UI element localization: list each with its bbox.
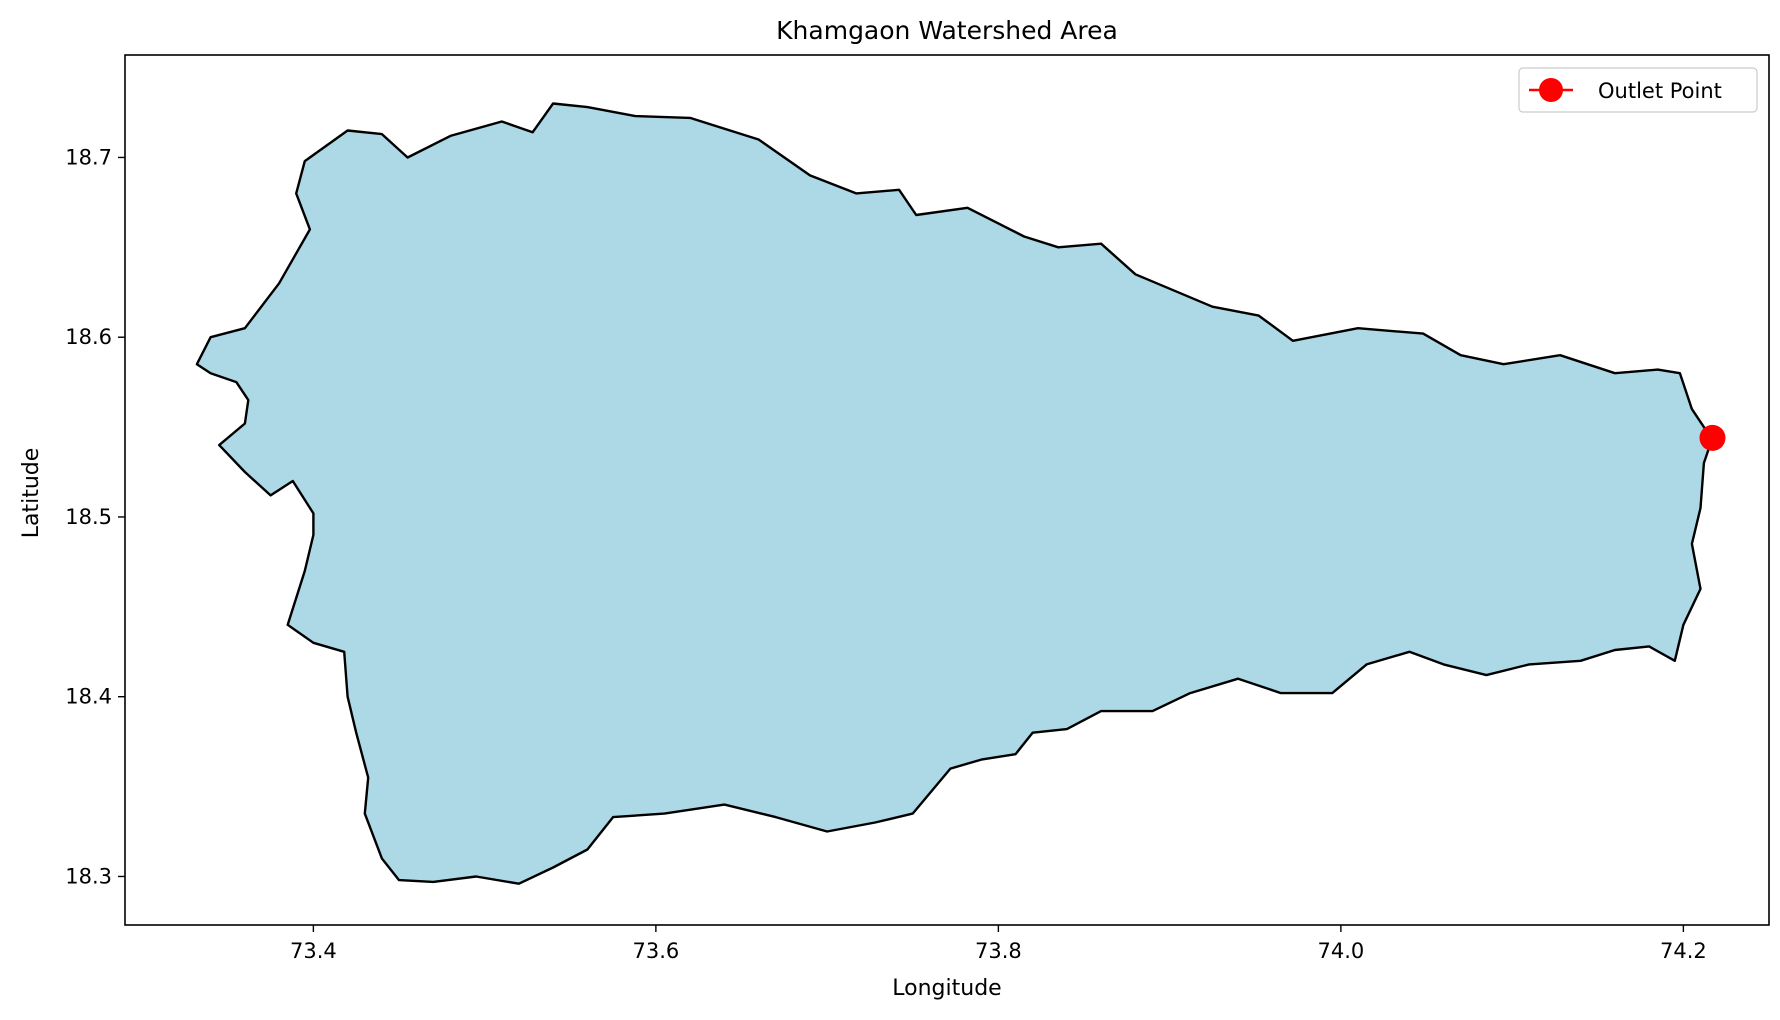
x-tick-label: 73.4 xyxy=(290,939,337,963)
y-tick-label: 18.7 xyxy=(65,145,112,169)
y-tick-label: 18.3 xyxy=(65,864,112,888)
x-axis-label: Longitude xyxy=(892,976,1001,1001)
y-tick-label: 18.5 xyxy=(65,505,112,529)
x-tick-label: 74.2 xyxy=(1660,939,1707,963)
watershed-polygon xyxy=(195,102,1714,885)
legend: Outlet Point xyxy=(1518,67,1758,113)
y-tick-label: 18.6 xyxy=(65,325,112,349)
outlet-point-marker xyxy=(1699,424,1726,451)
x-axis-ticks: 73.4 73.6 73.8 74.0 74.2 xyxy=(290,925,1707,963)
legend-label: Outlet Point xyxy=(1598,79,1722,103)
axes-frame xyxy=(124,54,1770,926)
y-axis-ticks: 18.3 18.4 18.5 18.6 18.7 xyxy=(65,145,125,888)
y-tick-label: 18.4 xyxy=(65,685,112,709)
map-title: Khamgaon Watershed Area xyxy=(776,16,1118,45)
x-tick-label: 73.6 xyxy=(632,939,679,963)
x-tick-label: 74.0 xyxy=(1317,939,1364,963)
legend-marker-icon xyxy=(1539,78,1563,102)
legend-box xyxy=(1518,67,1758,113)
x-tick-label: 73.8 xyxy=(975,939,1022,963)
watershed-layer xyxy=(195,102,1714,885)
y-axis-label: Latitude xyxy=(19,448,44,539)
